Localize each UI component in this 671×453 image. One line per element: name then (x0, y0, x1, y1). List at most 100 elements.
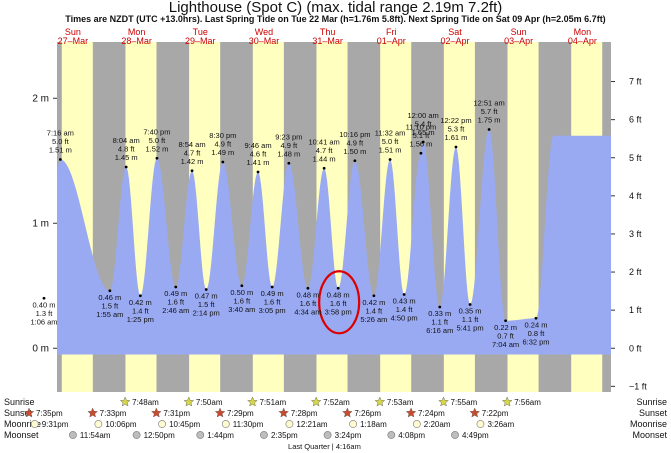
row-label-right: Moonset (632, 430, 667, 440)
high-tide-label: 4.9 ft (281, 141, 299, 150)
high-tide-label: 5.4 ft (415, 120, 433, 129)
high-tide-label: 4.6 ft (250, 150, 268, 159)
moonrise-time: 1:18am (360, 420, 387, 429)
sunrise-time: 7:53am (387, 398, 414, 407)
high-tide-label: 1.65 m (412, 128, 435, 137)
high-tide-label: 1.50 m (343, 147, 366, 156)
high-tide-label: 1.56 m (409, 139, 432, 148)
y-tick-label-ft: 2 ft (629, 267, 642, 277)
day-weekday-label: Thu (320, 27, 336, 37)
moonrise-time: 3:26am (487, 420, 514, 429)
high-tide-label: 4.8 ft (118, 145, 136, 154)
sunset-star-icon (23, 407, 35, 418)
high-tide-label: 7:16 am (47, 129, 74, 138)
moonset-icon (451, 431, 459, 439)
low-tide-label: 0.48 m (296, 290, 319, 299)
high-tide-label: 5.0 ft (52, 137, 70, 146)
high-tide-label: 11:32 am (375, 129, 406, 138)
low-tide-label: 0.33 m (428, 309, 451, 318)
y-tick-label-ft: 4 ft (629, 191, 642, 201)
high-tide-label: 5.1 ft (413, 131, 431, 140)
row-label-left: Sunrise (4, 397, 35, 407)
low-tide-label: 0.40 m (33, 300, 56, 309)
moonrise-icon (412, 420, 421, 428)
y-tick-label-ft: 0 ft (629, 343, 642, 353)
moonset-icon (387, 431, 396, 439)
sunrise-time: 7:55am (451, 398, 478, 407)
high-tide-point (287, 161, 291, 165)
high-tide-label: 9:46 am (244, 141, 271, 150)
low-tide-label: 1.1 ft (462, 315, 480, 324)
row-label-left: Sunset (4, 408, 33, 418)
moonrise-icon (221, 420, 230, 428)
moonrise-icon (285, 420, 294, 428)
low-tide-point (306, 286, 310, 290)
low-tide-label: 3:58 pm (325, 307, 352, 316)
sunrise-star-icon (247, 396, 258, 407)
moon-phase-note: Last Quarter | 4:16am (288, 442, 361, 451)
high-tide-label: 1.49 m (211, 148, 234, 157)
high-tide-point (388, 158, 392, 161)
low-tide-label: 0.24 m (525, 320, 548, 329)
row-label-right: Sunset (639, 408, 668, 418)
sunrise-star-icon (310, 396, 322, 407)
high-tide-label: 1.51 m (379, 146, 402, 155)
sunset-time: 7:28pm (291, 409, 318, 418)
day-weekday-label: Sat (448, 27, 462, 37)
low-tide-label: 5:26 am (360, 315, 387, 324)
low-tide-label: 0.42 m (129, 298, 152, 307)
low-tide-label: 0.49 m (164, 289, 187, 298)
sunrise-star-icon (119, 396, 131, 407)
moonset-icon (323, 431, 332, 439)
day-weekday-label: Mon (128, 27, 146, 37)
day-date-label: 04–Apr (568, 36, 597, 46)
high-tide-label: 5.3 ft (448, 125, 466, 134)
sunset-star-icon (469, 407, 480, 418)
high-tide-point (322, 166, 326, 170)
low-tide-label: 1.1 ft (431, 318, 449, 327)
high-tide-label: 9:23 pm (275, 132, 302, 141)
day-weekday-label: Mon (574, 27, 592, 37)
day-weekday-label: Sun (511, 27, 527, 37)
moonset-icon (260, 431, 268, 439)
low-tide-point (270, 285, 274, 289)
low-tide-label: 0.8 ft (528, 329, 546, 338)
day-date-label: 02–Apr (440, 36, 469, 46)
low-tide-label: 1:55 am (96, 310, 123, 319)
high-tide-label: 4.7 ft (184, 148, 202, 157)
moonrise-time: 10:45pm (169, 420, 200, 429)
low-tide-label: 0.43 m (393, 297, 416, 306)
row-label-left: Moonrise (4, 419, 41, 429)
sunrise-star-icon (374, 396, 386, 407)
moonrise-time: 10:06pm (105, 420, 136, 429)
sunset-star-icon (342, 407, 353, 418)
high-tide-point (221, 160, 225, 164)
moonset-time: 11:54am (80, 431, 111, 440)
sunset-time: 7:31pm (163, 409, 190, 418)
sunrise-time: 7:52am (323, 398, 350, 407)
high-tide-point (190, 169, 194, 173)
low-tide-label: 0.46 m (98, 293, 121, 302)
y-tick-label-ft: −1 ft (629, 381, 647, 391)
low-tide-label: 0.49 m (261, 289, 284, 298)
high-tide-point (353, 159, 357, 163)
row-label-left: Moonset (4, 430, 39, 440)
low-tide-label: 6:32 pm (522, 337, 549, 346)
high-tide-point (58, 158, 62, 161)
high-tide-label: 7:40 pm (143, 127, 170, 136)
sunrise-star-icon (183, 396, 195, 407)
low-tide-label: 4:50 pm (391, 314, 418, 323)
moonset-icon (196, 431, 205, 439)
y-tick-label-m: 0 m (32, 343, 49, 354)
high-tide-label: 5.7 ft (481, 107, 499, 116)
high-tide-label: 8:30 pm (209, 131, 236, 140)
sunset-star-icon (278, 407, 289, 418)
high-tide-label: 12:00 am (408, 111, 439, 120)
sunset-time: 7:24pm (418, 409, 445, 418)
sunrise-star-icon (501, 396, 513, 407)
tide-area (57, 129, 611, 355)
low-tide-label: 0.22 m (494, 323, 517, 332)
low-tide-point (372, 294, 376, 298)
low-tide-point (534, 316, 538, 320)
moonrise-icon (30, 420, 39, 428)
